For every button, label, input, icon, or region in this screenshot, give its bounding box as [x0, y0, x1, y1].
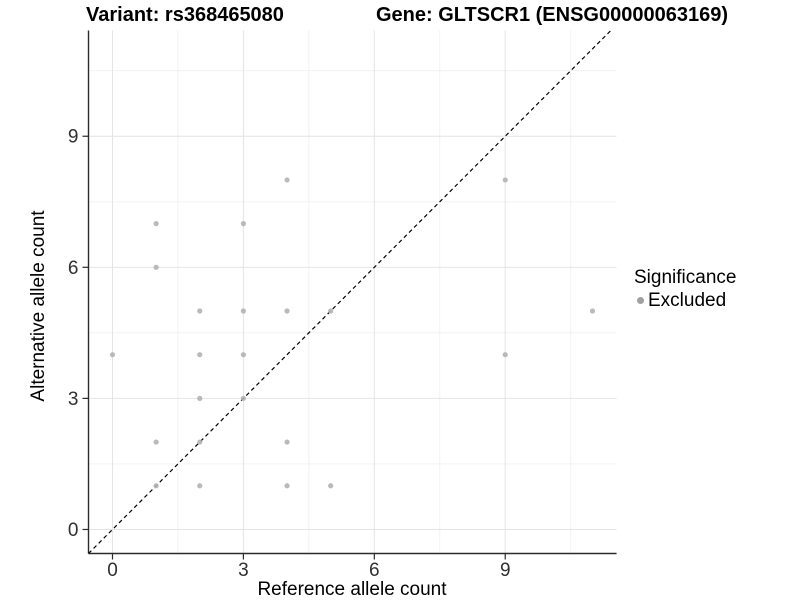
data-point — [284, 308, 290, 314]
gene-title: Gene: GLTSCR1 (ENSG00000063169) — [376, 4, 729, 26]
data-point — [502, 352, 508, 358]
data-point — [240, 352, 247, 358]
data-point — [284, 177, 290, 183]
data-point — [197, 395, 203, 401]
data-point — [197, 308, 203, 314]
excluded-point-icon — [637, 297, 644, 304]
x-tick-label: 0 — [107, 560, 118, 581]
data-point — [240, 395, 247, 401]
data-point — [197, 352, 203, 358]
x-tick-label: 3 — [238, 560, 249, 581]
x-tick-label: 9 — [500, 560, 511, 581]
identity-dashed-line — [88, 30, 612, 554]
data-point — [197, 439, 203, 445]
data-point — [153, 264, 159, 270]
data-point — [197, 483, 203, 489]
y-tick-label: 3 — [68, 389, 79, 410]
data-point — [284, 483, 290, 489]
y-axis-title: Alternative allele count — [28, 210, 49, 402]
legend-title: Significance — [634, 267, 737, 288]
data-point — [153, 483, 159, 489]
data-point — [589, 308, 596, 314]
data-point — [328, 483, 334, 489]
identity-line — [88, 30, 612, 554]
legend-item-label: Excluded — [648, 290, 727, 311]
data-point — [240, 221, 247, 227]
axis-tick-marks — [82, 135, 506, 560]
y-tick-label: 0 — [68, 520, 79, 541]
legend: Significance Excluded — [634, 267, 736, 311]
major-gridlines — [88, 30, 617, 554]
axis-tick-labels: 0 3 6 9 0 3 6 9 — [68, 127, 511, 581]
data-point — [109, 352, 116, 358]
data-point — [328, 308, 334, 314]
data-points — [109, 177, 596, 489]
data-point — [240, 308, 247, 314]
minor-gridlines — [88, 30, 617, 554]
y-tick-label: 9 — [68, 127, 79, 148]
legend-item-excluded: Excluded — [634, 290, 736, 311]
x-tick-label: 6 — [369, 560, 380, 581]
axis-lines — [87, 30, 617, 555]
data-point — [153, 221, 159, 227]
x-axis-title: Reference allele count — [257, 579, 447, 600]
data-point — [502, 177, 508, 183]
y-tick-label: 6 — [68, 258, 79, 279]
data-point — [284, 439, 290, 445]
variant-title: Variant: rs368465080 — [86, 4, 284, 26]
data-point — [153, 439, 159, 445]
